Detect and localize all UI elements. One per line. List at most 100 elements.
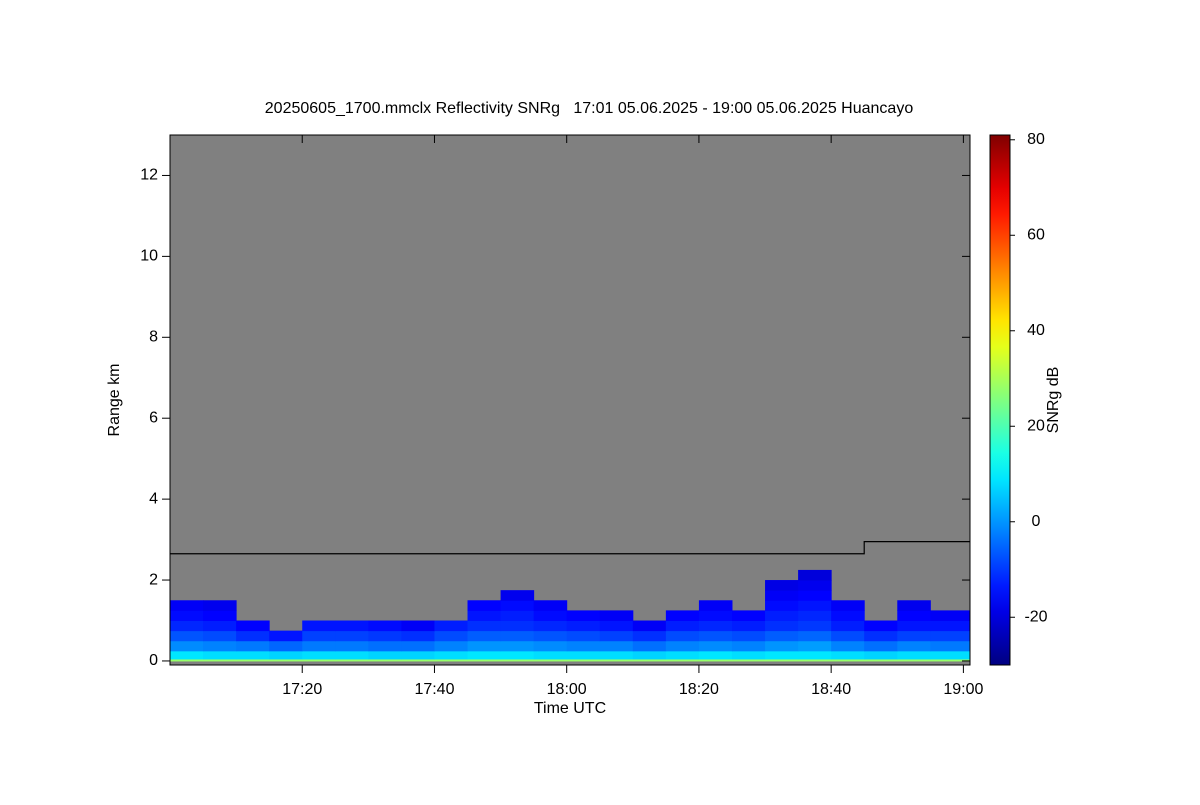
heatmap-cell	[467, 658, 502, 662]
heatmap-cell	[765, 630, 799, 642]
heatmap-cell	[401, 650, 435, 660]
heatmap-cell	[500, 658, 535, 662]
y-tick-label: 2	[149, 571, 158, 588]
heatmap-cell	[566, 610, 601, 621]
y-tick-label: 6	[149, 409, 158, 426]
heatmap-cell	[269, 640, 303, 652]
heatmap-cell	[798, 569, 832, 581]
heatmap-cell	[765, 658, 799, 662]
heatmap-cell	[864, 640, 898, 652]
heatmap-cell	[765, 610, 799, 621]
y-axis-label: Range km	[106, 364, 123, 437]
heatmap-cell	[897, 640, 931, 652]
heatmap-cell	[335, 658, 369, 662]
heatmap-cell	[632, 650, 667, 660]
heatmap-cell	[731, 620, 766, 632]
heatmap-cell	[798, 600, 832, 611]
colorbar-tick-label: 80	[1027, 131, 1045, 148]
heatmap-cell	[566, 658, 601, 662]
heatmap-cell	[897, 650, 931, 660]
heatmap-cell	[533, 658, 568, 662]
heatmap-cell	[203, 650, 237, 660]
heatmap-cell	[665, 630, 700, 642]
heatmap-cell	[533, 620, 568, 632]
heatmap-cell	[698, 610, 733, 621]
heatmap-cell	[864, 620, 898, 632]
heatmap-cell	[335, 640, 369, 652]
heatmap-cell	[236, 640, 270, 652]
heatmap-cell	[731, 610, 766, 621]
heatmap-cell	[765, 590, 799, 601]
heatmap-cell	[434, 658, 469, 662]
heatmap-cell	[864, 630, 898, 642]
heatmap-cell	[731, 658, 766, 662]
heatmap-cell	[930, 620, 971, 632]
heatmap-cell	[434, 620, 469, 632]
heatmap-cell	[930, 640, 971, 652]
heatmap-cell	[368, 630, 402, 642]
heatmap-cell	[864, 658, 898, 662]
colorbar-tick-label: 20	[1027, 417, 1045, 434]
colorbar-tick-label: 60	[1027, 226, 1045, 243]
chart-title: 20250605_1700.mmclx Reflectivity SNRg 17…	[265, 100, 914, 117]
y-tick-label: 10	[140, 248, 158, 265]
heatmap-cell	[798, 580, 832, 591]
heatmap-cell	[566, 640, 601, 652]
heatmap-cell	[731, 650, 766, 660]
heatmap-cell	[665, 620, 700, 632]
plot-frame	[169, 134, 971, 666]
heatmap-cell	[203, 630, 237, 642]
heatmap-cell	[500, 600, 535, 611]
heatmap-cell	[665, 650, 700, 660]
heatmap-cell	[170, 650, 204, 660]
heatmap-cell	[698, 620, 733, 632]
heatmap-cell	[897, 620, 931, 632]
heatmap-cell	[831, 610, 865, 621]
heatmap-cell	[335, 620, 369, 632]
threshold-line	[170, 541, 970, 555]
heatmap-cell	[467, 600, 502, 611]
heatmap-cell	[203, 640, 237, 652]
x-tick-label: 17:40	[414, 681, 454, 698]
x-axis-label: Time UTC	[534, 700, 606, 717]
heatmap-cell	[500, 590, 535, 601]
heatmap-cell	[170, 658, 204, 662]
heatmap-cell	[434, 650, 469, 660]
heatmap-cell	[500, 640, 535, 652]
heatmap-cell	[798, 610, 832, 621]
heatmap-cell	[831, 620, 865, 632]
heatmap-cell	[599, 610, 634, 621]
heatmap-cell	[599, 620, 634, 632]
heatmap-cell	[467, 640, 502, 652]
heatmap-cell	[930, 650, 971, 660]
heatmap-cell	[302, 658, 336, 662]
x-tick-label: 17:20	[282, 681, 322, 698]
heatmap-cell	[831, 600, 865, 611]
heatmap-cell	[302, 630, 336, 642]
x-tick-label: 19:00	[943, 681, 983, 698]
heatmap-cell	[665, 610, 700, 621]
heatmap-cell	[798, 658, 832, 662]
heatmap-cell	[599, 650, 634, 660]
heatmap-cell	[500, 610, 535, 621]
heatmap-cell	[269, 658, 303, 662]
heatmap-cell	[731, 630, 766, 642]
heatmap-cell	[698, 640, 733, 652]
heatmap-cell	[798, 630, 832, 642]
heatmap-cell	[632, 620, 667, 632]
heatmap-cell	[930, 630, 971, 642]
heatmap-cell	[401, 640, 435, 652]
heatmap-cell	[500, 650, 535, 660]
heatmap-cell	[765, 580, 799, 591]
heatmap-cell	[269, 650, 303, 660]
heatmap-cell	[765, 600, 799, 611]
heatmap-cell	[599, 640, 634, 652]
heatmap-cell	[335, 630, 369, 642]
heatmap-cell	[632, 658, 667, 662]
colorbar-tick-label: 40	[1027, 322, 1045, 339]
heatmap-cell	[798, 590, 832, 601]
plot-background	[170, 135, 970, 665]
heatmap-cell	[236, 658, 270, 662]
heatmap-cell	[401, 620, 435, 632]
colorbar-tick-label: -20	[1024, 608, 1047, 625]
